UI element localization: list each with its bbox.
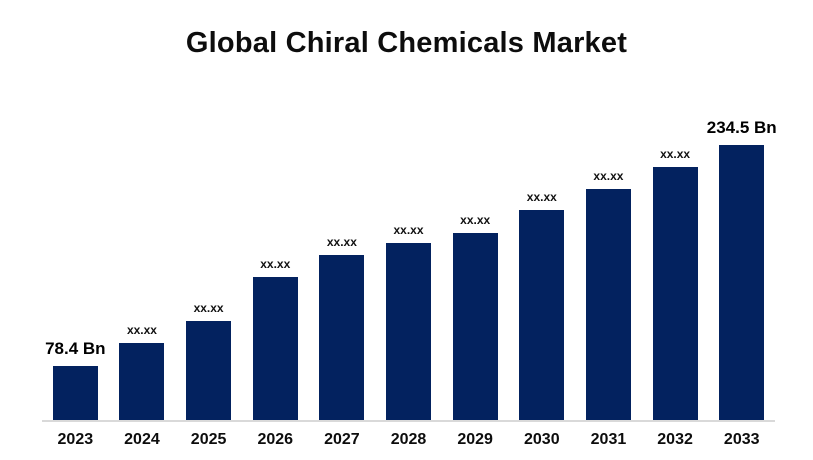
bar-slot-2031: xx.xx [575,170,642,420]
x-tick-2028: 2028 [390,431,427,448]
x-tick-2033: 2033 [723,431,760,448]
value-label-2029: xx.xx [460,213,491,227]
bar-2025 [186,321,232,420]
bar-slot-2023: 78.4 Bn [42,340,109,420]
bar-2024 [119,343,165,420]
x-tick-2023: 2023 [57,431,94,448]
x-tick-2027: 2027 [324,431,360,448]
value-label-2023: 78.4 Bn [45,339,106,358]
bar-2030 [519,210,565,420]
bar-slot-2033: 234.5 Bn [706,118,777,420]
value-label-2033: 234.5 Bn [706,118,777,137]
value-label-2027: xx.xx [326,235,357,249]
value-label-2025: xx.xx [193,301,224,315]
x-tick-2025: 2025 [190,431,227,448]
x-tick-2026: 2026 [257,431,294,448]
value-label-2030: xx.xx [526,190,557,204]
bar-slot-2032: xx.xx [642,148,709,420]
plot-area: 78.4 Bn xx.xx xx.xx xx.xx xx.xx xx.xx xx.xx xx.… [42,80,777,449]
bar-slot-2026: xx.xx [242,258,309,420]
bar-slot-2028: xx.xx [375,224,442,420]
bar-2026 [252,277,298,420]
bar-2027 [319,255,365,420]
bar-slot-2027: xx.xx [309,236,376,420]
value-label-2026: xx.xx [260,257,291,271]
value-label-2032: xx.xx [660,147,691,161]
bar-2023 [52,366,98,420]
x-tick-2024: 2024 [124,431,160,448]
x-tick-2029: 2029 [457,431,493,448]
bar-2031 [585,189,631,420]
bars-row: 78.4 Bn xx.xx xx.xx xx.xx xx.xx xx.xx xx.xx xx.… [42,80,777,422]
bar-2029 [452,233,498,420]
value-label-2024: xx.xx [126,323,157,337]
bar-slot-2030: xx.xx [508,191,575,420]
bar-2033 [719,145,765,420]
bar-slot-2029: xx.xx [442,214,509,420]
bar-slot-2024: xx.xx [109,324,176,420]
bar-2032 [652,167,698,420]
x-tick-2031: 2031 [590,431,627,448]
chart-title: Global Chiral Chemicals Market [185,27,628,59]
x-axis-labels: 2023 2024 2025 2026 2027 2028 2029 2030 2031 2032… [42,431,775,449]
value-label-2031: xx.xx [593,169,624,183]
x-tick-2032: 2032 [657,431,693,448]
value-label-2028: xx.xx [393,223,424,237]
x-tick-2030: 2030 [524,431,560,448]
bar-slot-2025: xx.xx [175,302,242,420]
bar-2028 [386,243,432,420]
